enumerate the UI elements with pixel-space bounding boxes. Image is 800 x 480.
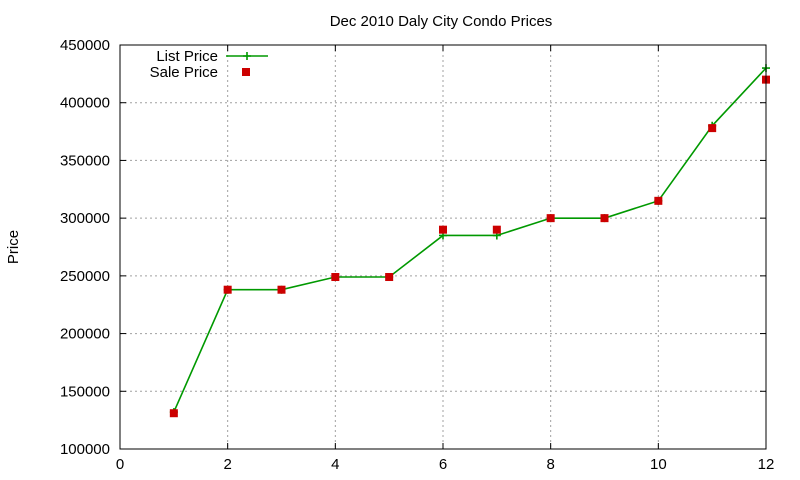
y-tick-label: 300000	[60, 210, 110, 227]
sale-price-point	[546, 214, 555, 223]
y-tick-label: 450000	[60, 37, 110, 54]
x-tick-label: 8	[546, 456, 554, 473]
chart-title: Dec 2010 Daly City Condo Prices	[330, 13, 553, 30]
sale-price-point	[439, 225, 447, 234]
sale-price-point	[600, 214, 609, 223]
y-tick-label: 350000	[60, 152, 110, 169]
x-tick-label: 4	[331, 456, 339, 473]
legend-label-list-price: List Price	[156, 48, 218, 65]
x-tick-label: 2	[223, 456, 231, 473]
legend-plus-marker	[243, 52, 251, 60]
legend-label-sale-price: Sale Price	[150, 64, 218, 81]
sale-price-point	[223, 285, 232, 294]
legend: List Price Sale Price	[150, 48, 268, 81]
sale-price-point	[331, 273, 340, 282]
sale-price-point	[708, 124, 717, 133]
y-tick-label: 250000	[60, 268, 110, 285]
y-tick-label: 200000	[60, 326, 110, 343]
list-price-line	[173, 67, 767, 413]
sale-price-point	[169, 409, 178, 418]
y-tick-label: 100000	[60, 441, 110, 458]
plot-frame	[119, 44, 767, 450]
sale-price-point	[277, 285, 286, 294]
y-tick-label: 400000	[60, 95, 110, 112]
sale-price-point	[654, 196, 663, 205]
grid	[120, 45, 766, 449]
plot-series	[169, 64, 770, 418]
sale-price-point	[385, 273, 394, 282]
y-tick-label: 150000	[60, 383, 110, 400]
x-tick-label: 12	[758, 456, 775, 473]
y-axis-label: Price	[5, 230, 22, 264]
x-tick-label: 10	[650, 456, 667, 473]
x-tick-label: 0	[116, 456, 124, 473]
sale-price-point	[492, 225, 501, 234]
x-tick-label: 6	[439, 456, 447, 473]
legend-square-marker	[242, 68, 250, 76]
